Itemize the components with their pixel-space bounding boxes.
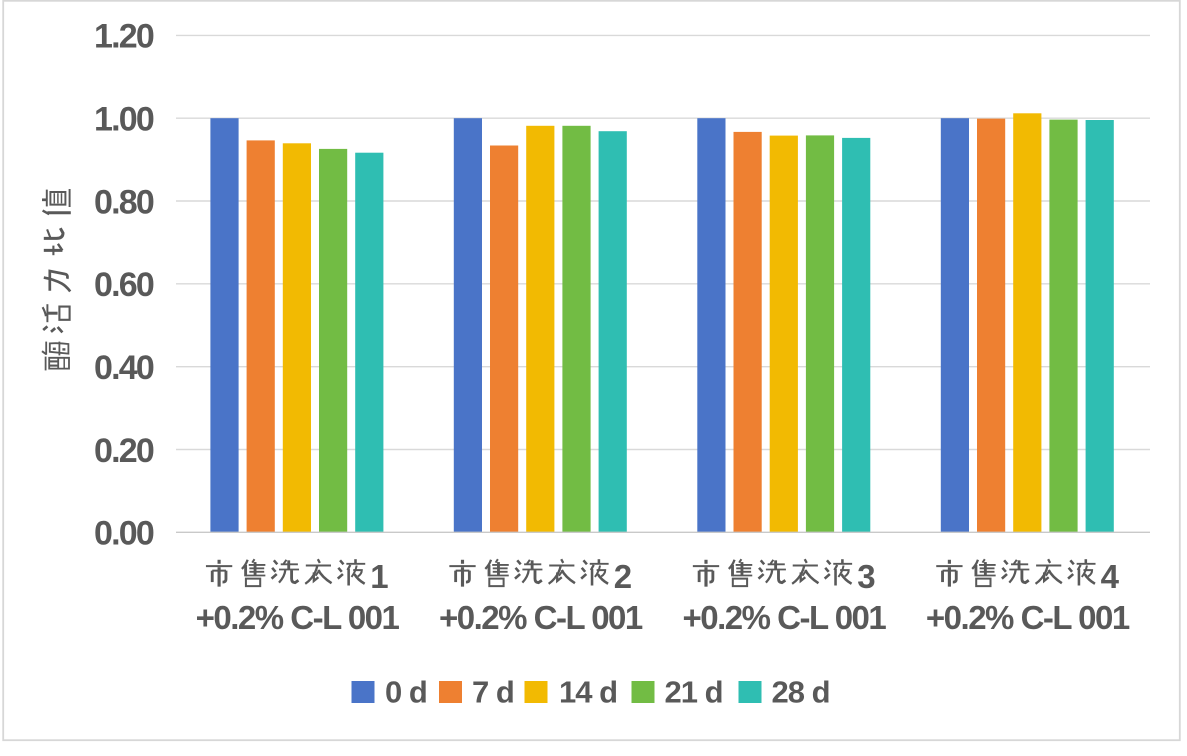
svg-text:14 d: 14 d: [559, 675, 617, 710]
svg-text:1: 1: [370, 558, 388, 595]
svg-text:0.40: 0.40: [94, 349, 154, 387]
svg-text:+0.2% C-L 001: +0.2% C-L 001: [439, 599, 643, 636]
svg-text:21 d: 21 d: [665, 675, 723, 710]
svg-text:1.00: 1.00: [94, 101, 154, 139]
svg-text:1.20: 1.20: [94, 18, 154, 56]
svg-text:0.80: 0.80: [94, 183, 154, 221]
svg-text:4: 4: [1101, 558, 1120, 595]
svg-text:0.60: 0.60: [94, 266, 154, 304]
svg-text:+0.2% C-L 001: +0.2% C-L 001: [683, 599, 887, 636]
svg-text:+0.2% C-L 001: +0.2% C-L 001: [196, 599, 400, 636]
svg-text:0.00: 0.00: [94, 515, 154, 553]
svg-text:0.20: 0.20: [94, 432, 154, 470]
svg-text:2: 2: [614, 558, 632, 595]
svg-text:0 d: 0 d: [385, 675, 427, 710]
svg-text:3: 3: [857, 558, 875, 595]
svg-text:+0.2% C-L 001: +0.2% C-L 001: [926, 599, 1130, 636]
svg-text:7 d: 7 d: [472, 675, 514, 710]
svg-text:28 d: 28 d: [772, 675, 830, 710]
